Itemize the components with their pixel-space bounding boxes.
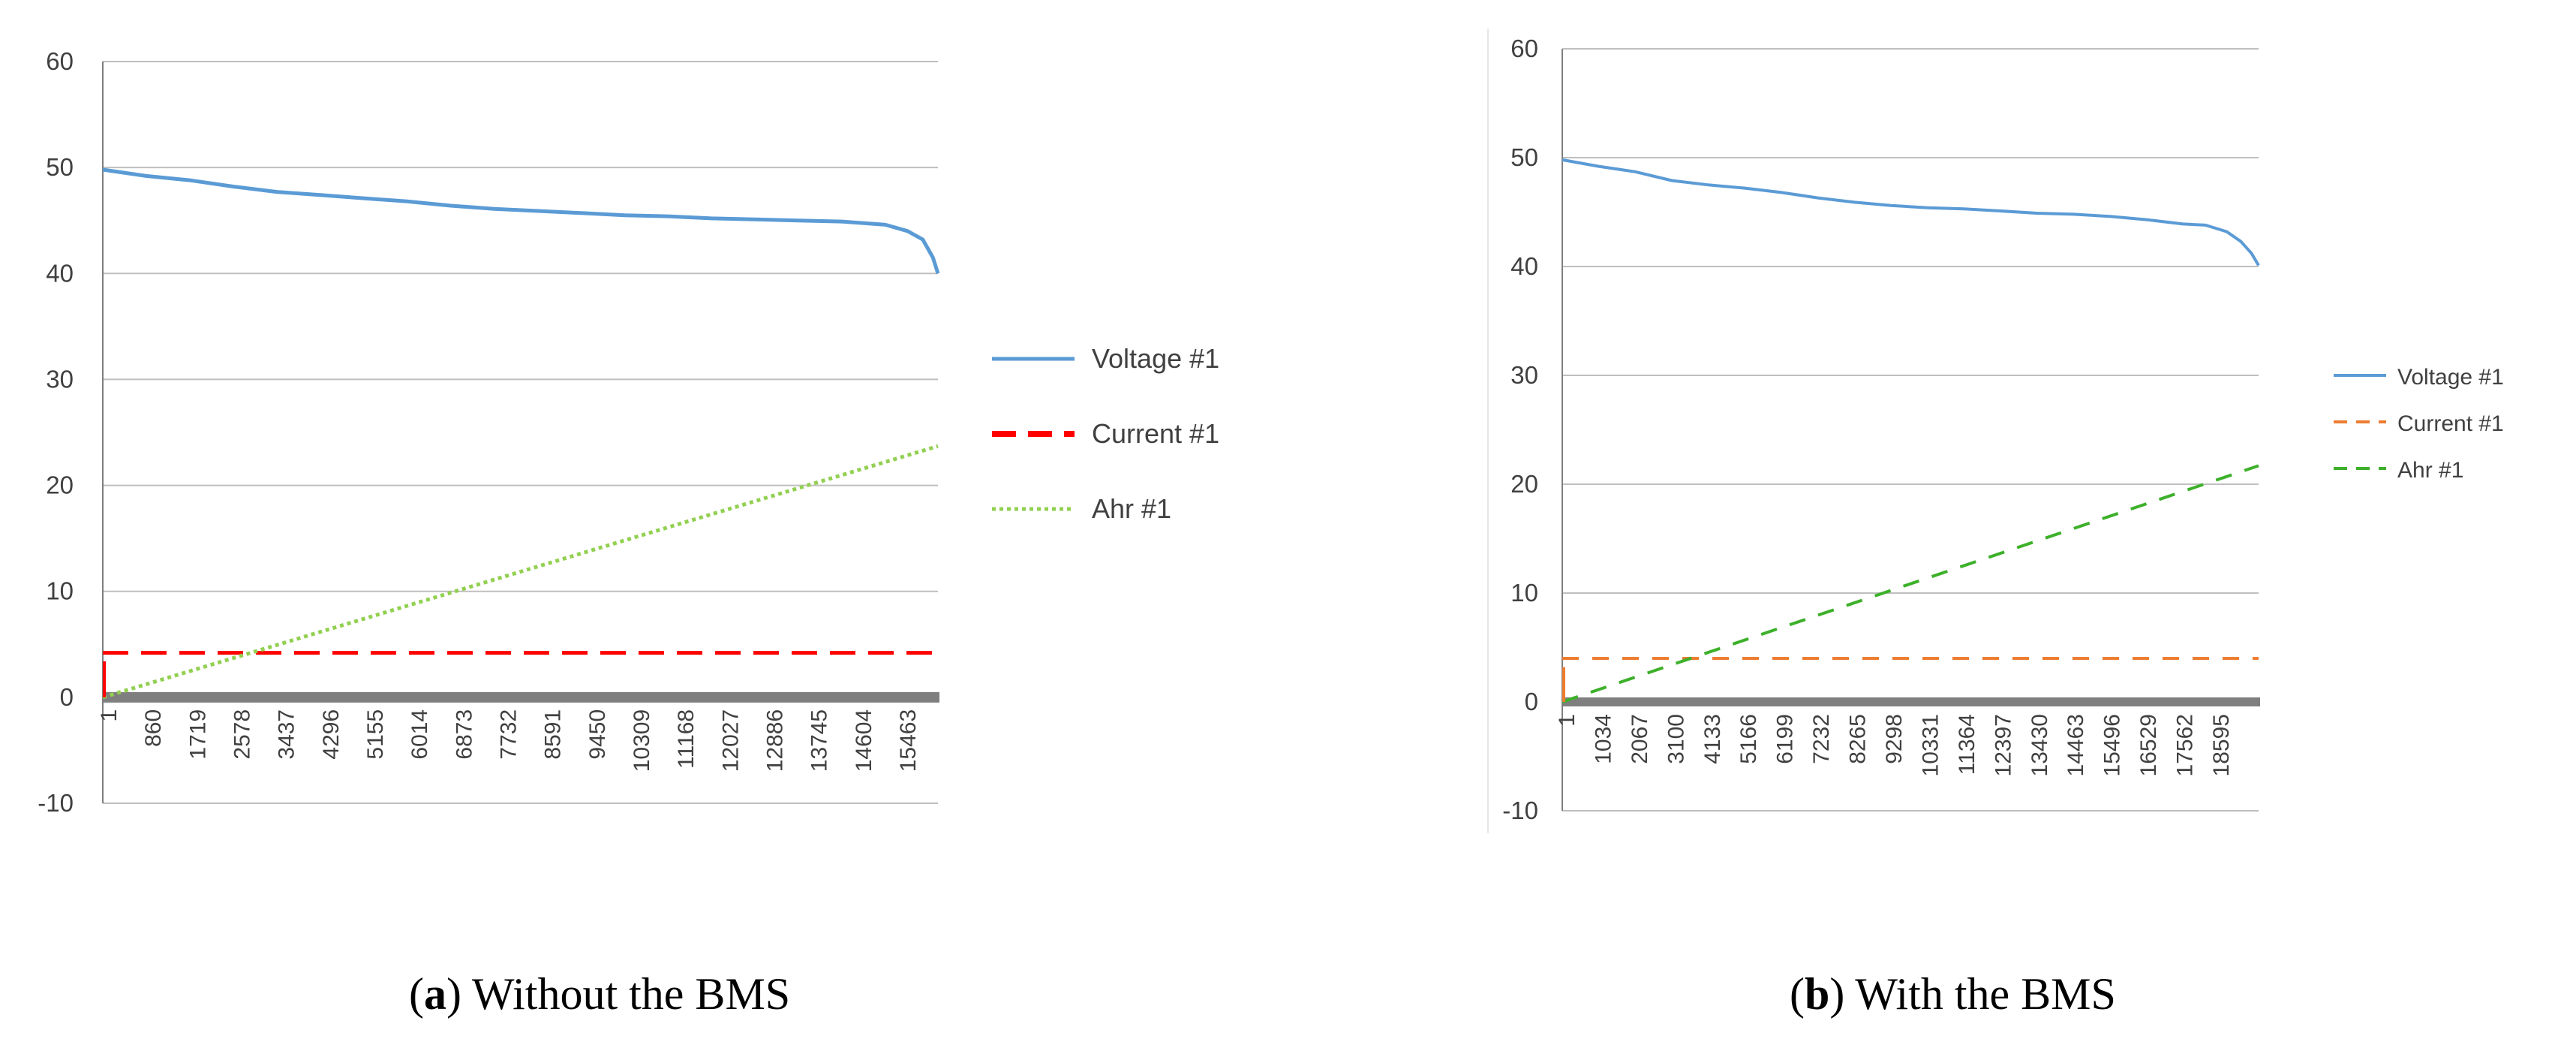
chart-b-gridlines: [1562, 48, 2260, 812]
series-line: [1562, 158, 2260, 267]
y-tick-label: 40: [1510, 252, 1538, 280]
chart-a-legend: Voltage #1 Current #1 Ahr #1: [992, 343, 1219, 524]
y-tick-label: -10: [38, 789, 74, 817]
x-tick-label: 18595: [2209, 714, 2234, 776]
x-tick-label: 1: [1555, 714, 1580, 727]
x-tick-label: 3437: [275, 709, 299, 760]
y-tick-label: 60: [1510, 35, 1538, 62]
caption-b: (b) With the BMS: [1790, 969, 2116, 1019]
x-tick-label: 15496: [2100, 714, 2125, 776]
caption-b-letter: b: [1804, 969, 1830, 1019]
x-tick-label: 1719: [185, 709, 210, 760]
x-tick-label: 11364: [1955, 714, 1979, 775]
x-tick-label: 12397: [1991, 714, 2015, 776]
y-tick-label: -10: [1502, 797, 1538, 824]
chart-a-series: [102, 167, 940, 700]
series-line: [102, 167, 940, 275]
x-tick-label: 1034: [1591, 714, 1616, 764]
x-tick-label: 7732: [497, 709, 522, 760]
x-tick-label: 4296: [319, 709, 344, 760]
y-tick-label: 10: [46, 577, 74, 605]
x-tick-label: 9450: [585, 709, 610, 760]
caption-a-text: Without the BMS: [471, 969, 791, 1019]
chart-b-x-tick-labels: 1 1034 2067 3100 4133 5166 6199 7232 8265 9298 103…: [1555, 714, 2234, 776]
series-line: [102, 444, 939, 700]
x-tick-label: 6199: [1773, 714, 1798, 764]
x-tick-label: 10309: [630, 709, 654, 772]
legend-label: Ahr #1: [2397, 458, 2463, 483]
x-tick-label: 13745: [807, 709, 832, 772]
legend-label: Ahr #1: [1092, 493, 1171, 524]
x-tick-label: 5166: [1736, 714, 1761, 764]
legend-label: Voltage #1: [1092, 343, 1219, 374]
x-tick-label: 8265: [1846, 714, 1871, 764]
x-tick-label: 10331: [1918, 714, 1943, 776]
chart-b-series: [1562, 158, 2260, 703]
x-tick-label: 14463: [2064, 714, 2088, 776]
x-tick-label: 2578: [230, 709, 255, 760]
chart-a: -10 0 10 20 30 40 50 60 1 860 1719 2578 3437 4296 515…: [38, 47, 1219, 817]
x-tick-label: 12886: [763, 709, 788, 772]
y-tick-label: 60: [46, 47, 74, 75]
chart-a-y-tick-labels: -10 0 10 20 30 40 50 60: [38, 47, 74, 817]
x-tick-label: 6014: [407, 709, 432, 760]
x-tick-label: 16529: [2136, 714, 2161, 776]
y-tick-label: 50: [1510, 143, 1538, 171]
x-tick-label: 9298: [1882, 714, 1907, 764]
series-line: [1562, 464, 2259, 703]
y-tick-label: 20: [1510, 470, 1538, 498]
chart-a-x-tick-labels: 1 860 1719 2578 3437 4296 5155 6014 6873 7732 8591…: [97, 709, 921, 772]
x-tick-label: 13430: [2027, 714, 2052, 776]
x-tick-label: 6873: [452, 709, 476, 760]
y-tick-label: 30: [1510, 361, 1538, 389]
y-tick-label: 20: [46, 471, 74, 499]
chart-a-gridlines: [103, 61, 939, 804]
y-tick-label: 40: [46, 259, 74, 287]
y-tick-label: 10: [1510, 579, 1538, 607]
x-tick-label: 14604: [852, 709, 876, 772]
legend-label: Current #1: [2397, 411, 2504, 436]
legend-label: Voltage #1: [2397, 365, 2504, 390]
y-tick-label: 50: [46, 153, 74, 181]
chart-b-y-tick-labels: -10 0 10 20 30 40 50 60: [1502, 35, 1538, 824]
x-tick-label: 8591: [541, 709, 566, 760]
y-tick-label: 0: [60, 683, 74, 711]
y-tick-label: 30: [46, 365, 74, 393]
x-tick-label: 17562: [2173, 714, 2198, 776]
x-tick-label: 1: [97, 709, 122, 722]
x-tick-label: 860: [141, 709, 166, 747]
chart-b-legend: Voltage #1 Current #1 Ahr #1: [2334, 365, 2504, 483]
legend-label: Current #1: [1092, 418, 1219, 449]
x-tick-label: 4133: [1700, 714, 1725, 764]
chart-b: -10 0 10 20 30 40 50 60 1 1034 2067 3100 4133 5166 61…: [1487, 29, 2504, 833]
y-tick-label: 0: [1525, 688, 1538, 715]
x-tick-label: 7232: [1809, 714, 1834, 764]
caption-b-text: With the BMS: [1855, 969, 2116, 1019]
x-tick-label: 5155: [363, 709, 388, 760]
x-tick-label: 2067: [1628, 714, 1652, 764]
x-tick-label: 3100: [1664, 714, 1688, 764]
x-tick-label: 15463: [896, 709, 921, 772]
caption-a: (a) Without the BMS: [409, 969, 791, 1019]
x-tick-label: 12027: [718, 709, 743, 772]
caption-a-letter: a: [423, 969, 446, 1019]
x-tick-label: 11168: [674, 709, 699, 769]
